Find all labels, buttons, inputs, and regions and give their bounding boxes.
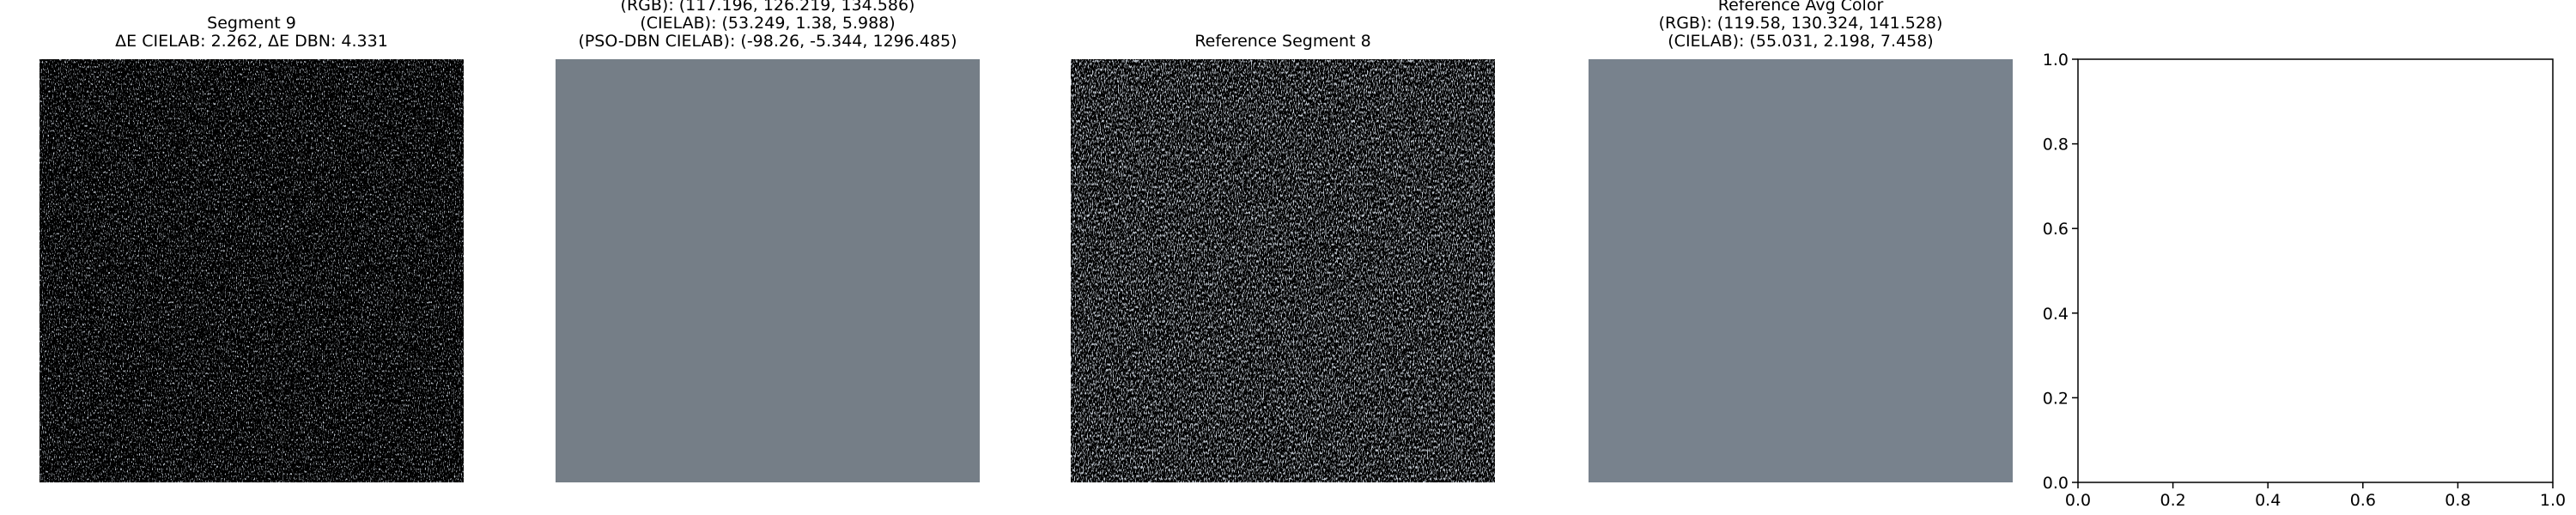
axes-frame bbox=[2077, 58, 2554, 483]
y-tick-label: 0.0 bbox=[2043, 474, 2069, 493]
x-tick-label: 0.6 bbox=[2350, 491, 2376, 510]
y-tick-label: 1.0 bbox=[2043, 51, 2069, 70]
panel-title: (PSO-DBN CIELAB): (-98.26, -5.344, 1296.… bbox=[578, 32, 957, 51]
panel-title: Segment 9 bbox=[207, 14, 296, 33]
panel-title: Reference Avg Color bbox=[1718, 0, 1884, 15]
x-tick-label: 1.0 bbox=[2540, 491, 2566, 510]
panel-title: (CIELAB): (53.249, 1.38, 5.988) bbox=[640, 14, 895, 33]
x-tick-label: 0.2 bbox=[2160, 491, 2185, 510]
y-tick-label: 0.6 bbox=[2043, 220, 2069, 239]
y-tick-label: 0.2 bbox=[2043, 389, 2069, 408]
y-tick-label: 0.4 bbox=[2043, 305, 2069, 324]
x-tick-label: 0.4 bbox=[2255, 491, 2281, 510]
panel-title: (RGB): (117.196, 126.219, 134.586) bbox=[621, 0, 915, 15]
segment-image-speckle bbox=[1071, 59, 1495, 482]
panel-title: ΔE CIELAB: 2.262, ΔE DBN: 4.331 bbox=[115, 32, 388, 51]
panel-title: (CIELAB): (55.031, 2.198, 7.458) bbox=[1668, 32, 1933, 51]
y-tick-label: 0.8 bbox=[2043, 136, 2069, 154]
panel-title: (RGB): (119.58, 130.324, 141.528) bbox=[1659, 14, 1943, 33]
panel-title: Reference Segment 8 bbox=[1194, 32, 1370, 51]
color-swatch bbox=[1589, 59, 2013, 482]
color-swatch bbox=[556, 59, 980, 482]
x-tick-label: 0.8 bbox=[2445, 491, 2470, 510]
segment-image-speckle bbox=[39, 59, 464, 482]
x-tick-label: 0.0 bbox=[2065, 491, 2091, 510]
